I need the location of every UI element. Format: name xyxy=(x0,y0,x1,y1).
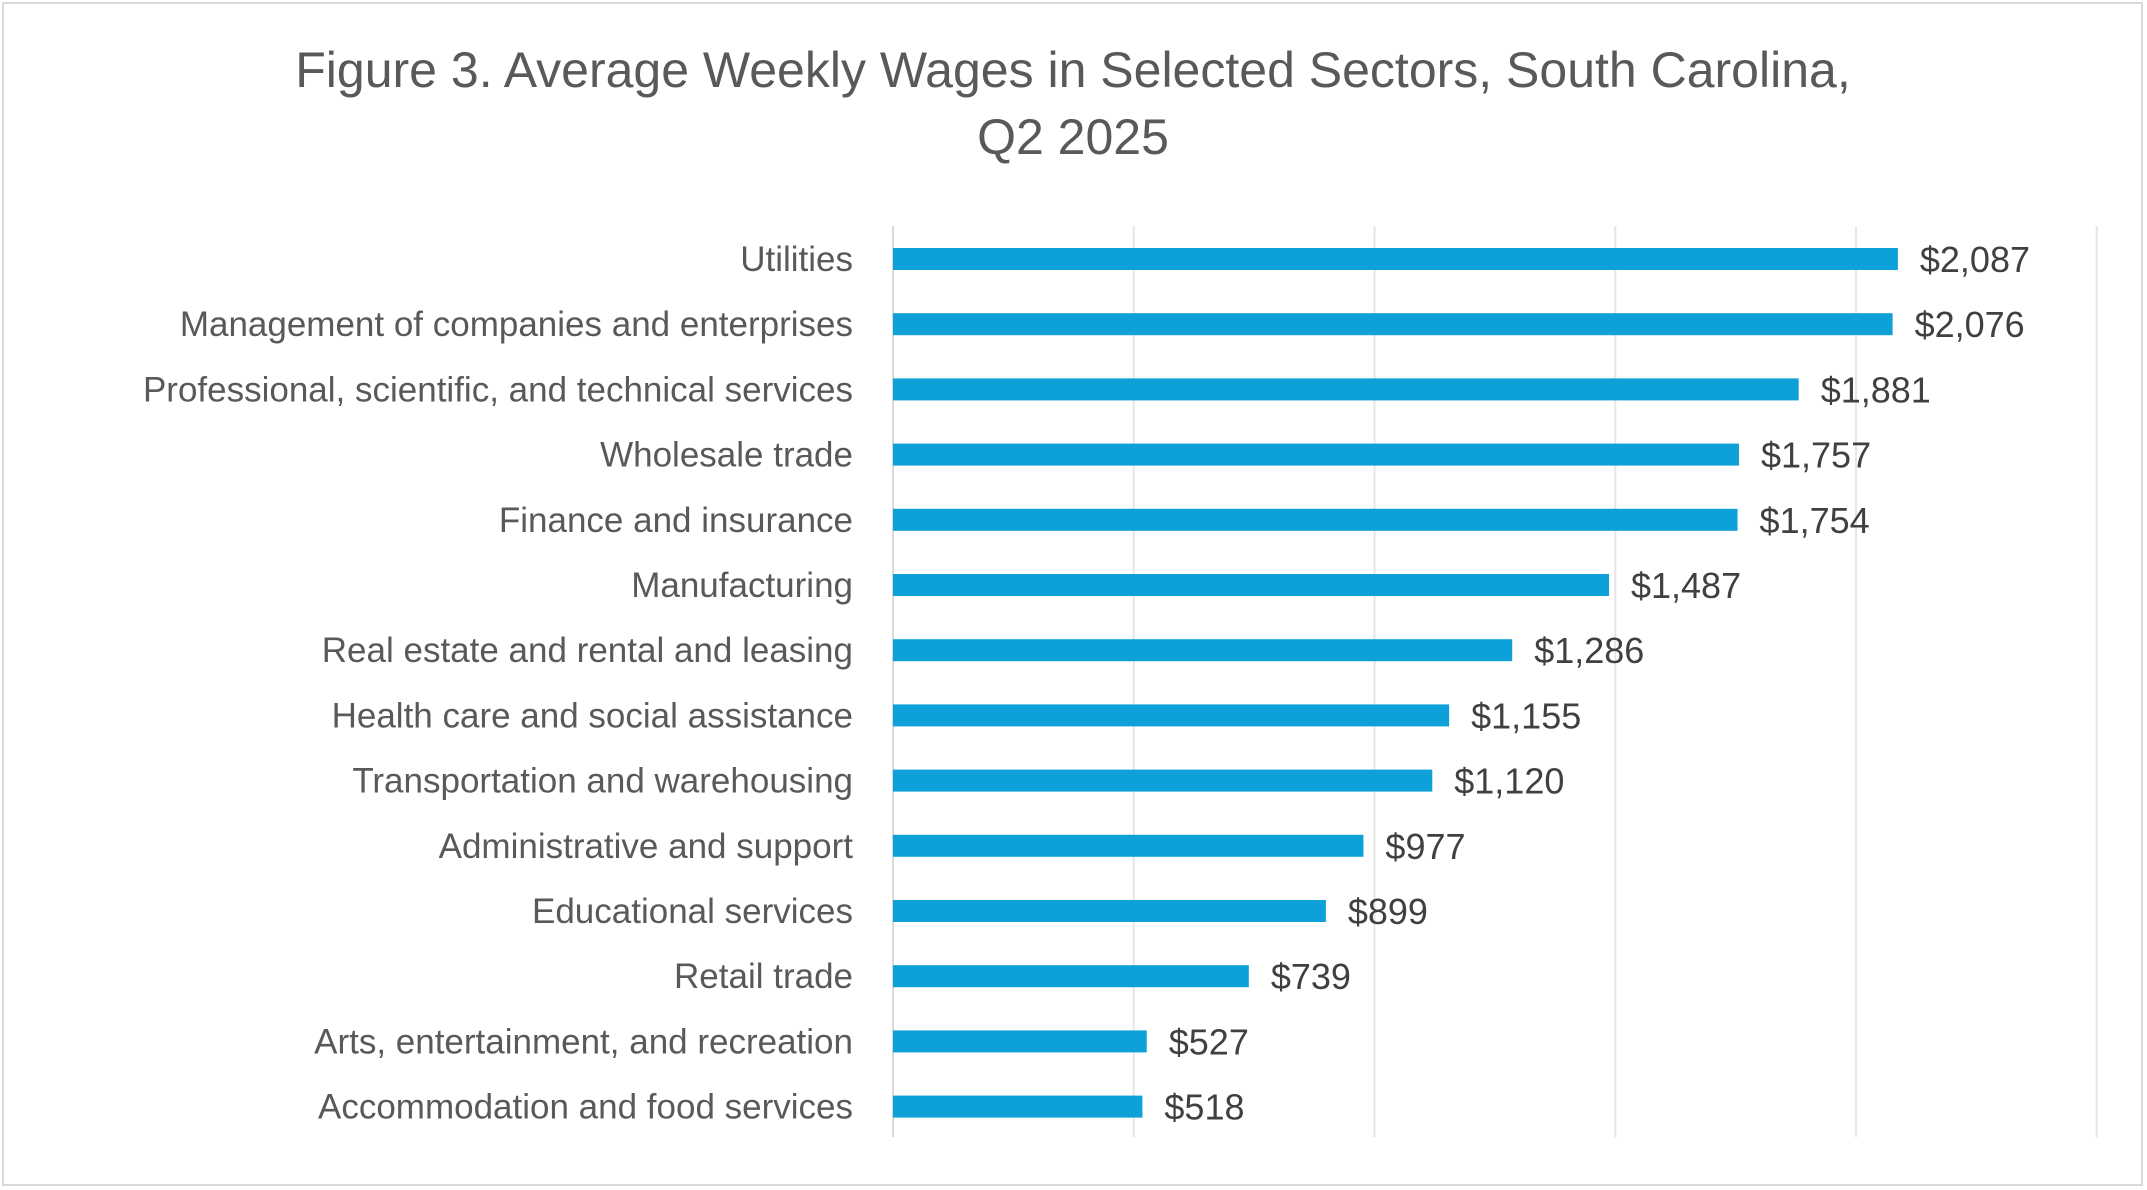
data-labels: $2,087 $2,076 $1,881 $1,757 $1,754 $1,487 $1,2… xyxy=(1164,239,2030,1128)
bar-11 xyxy=(893,965,1249,988)
category-label-13: Accommodation and food services xyxy=(318,1088,853,1127)
bar-5 xyxy=(893,574,1609,596)
data-label-8: $1,120 xyxy=(1454,761,1564,802)
bar-6 xyxy=(893,639,1513,662)
bar-13 xyxy=(893,1095,1143,1118)
bar-1 xyxy=(893,313,1893,336)
data-label-11: $739 xyxy=(1271,956,1351,997)
category-label-9: Administrative and support xyxy=(439,827,854,866)
data-label-2: $1,881 xyxy=(1821,369,1931,410)
data-label-3: $1,757 xyxy=(1761,435,1871,476)
bar-3 xyxy=(893,443,1739,466)
bar-8 xyxy=(893,769,1433,792)
chart-title-line-2: Q2 2025 xyxy=(977,109,1169,165)
category-label-3: Wholesale trade xyxy=(600,436,853,475)
category-label-1: Management of companies and enterprises xyxy=(180,305,853,344)
data-label-9: $977 xyxy=(1385,826,1465,867)
category-label-8: Transportation and warehousing xyxy=(352,762,853,801)
category-label-11: Retail trade xyxy=(674,957,853,996)
bar-2 xyxy=(893,378,1799,401)
data-label-4: $1,754 xyxy=(1760,500,1870,541)
category-label-6: Real estate and rental and leasing xyxy=(322,631,853,670)
category-label-4: Finance and insurance xyxy=(499,501,853,540)
category-label-7: Health care and social assistance xyxy=(332,696,853,735)
category-label-10: Educational services xyxy=(532,892,853,931)
category-label-2: Professional, scientific, and technical … xyxy=(143,370,853,409)
bar-4 xyxy=(893,508,1738,531)
data-label-13: $518 xyxy=(1164,1087,1244,1128)
bar-7 xyxy=(893,704,1450,727)
bars xyxy=(893,248,1898,1118)
chart-title-line-1: Figure 3. Average Weekly Wages in Select… xyxy=(295,42,1850,98)
data-label-5: $1,487 xyxy=(1631,565,1741,606)
category-label-12: Arts, entertainment, and recreation xyxy=(314,1022,853,1061)
data-label-12: $527 xyxy=(1169,1021,1249,1062)
bar-9 xyxy=(893,834,1364,857)
category-label-5: Manufacturing xyxy=(631,566,853,605)
bar-10 xyxy=(893,900,1326,922)
category-label-0: Utilities xyxy=(740,240,853,279)
bar-12 xyxy=(893,1030,1147,1053)
data-label-6: $1,286 xyxy=(1534,630,1644,671)
category-labels: Utilities Management of companies and ent… xyxy=(143,240,853,1127)
data-label-10: $899 xyxy=(1348,891,1428,932)
gridlines xyxy=(892,226,2098,1137)
data-label-0: $2,087 xyxy=(1920,239,2030,280)
data-label-7: $1,155 xyxy=(1471,695,1581,736)
data-label-1: $2,076 xyxy=(1915,304,2025,345)
bar-0 xyxy=(893,248,1898,270)
